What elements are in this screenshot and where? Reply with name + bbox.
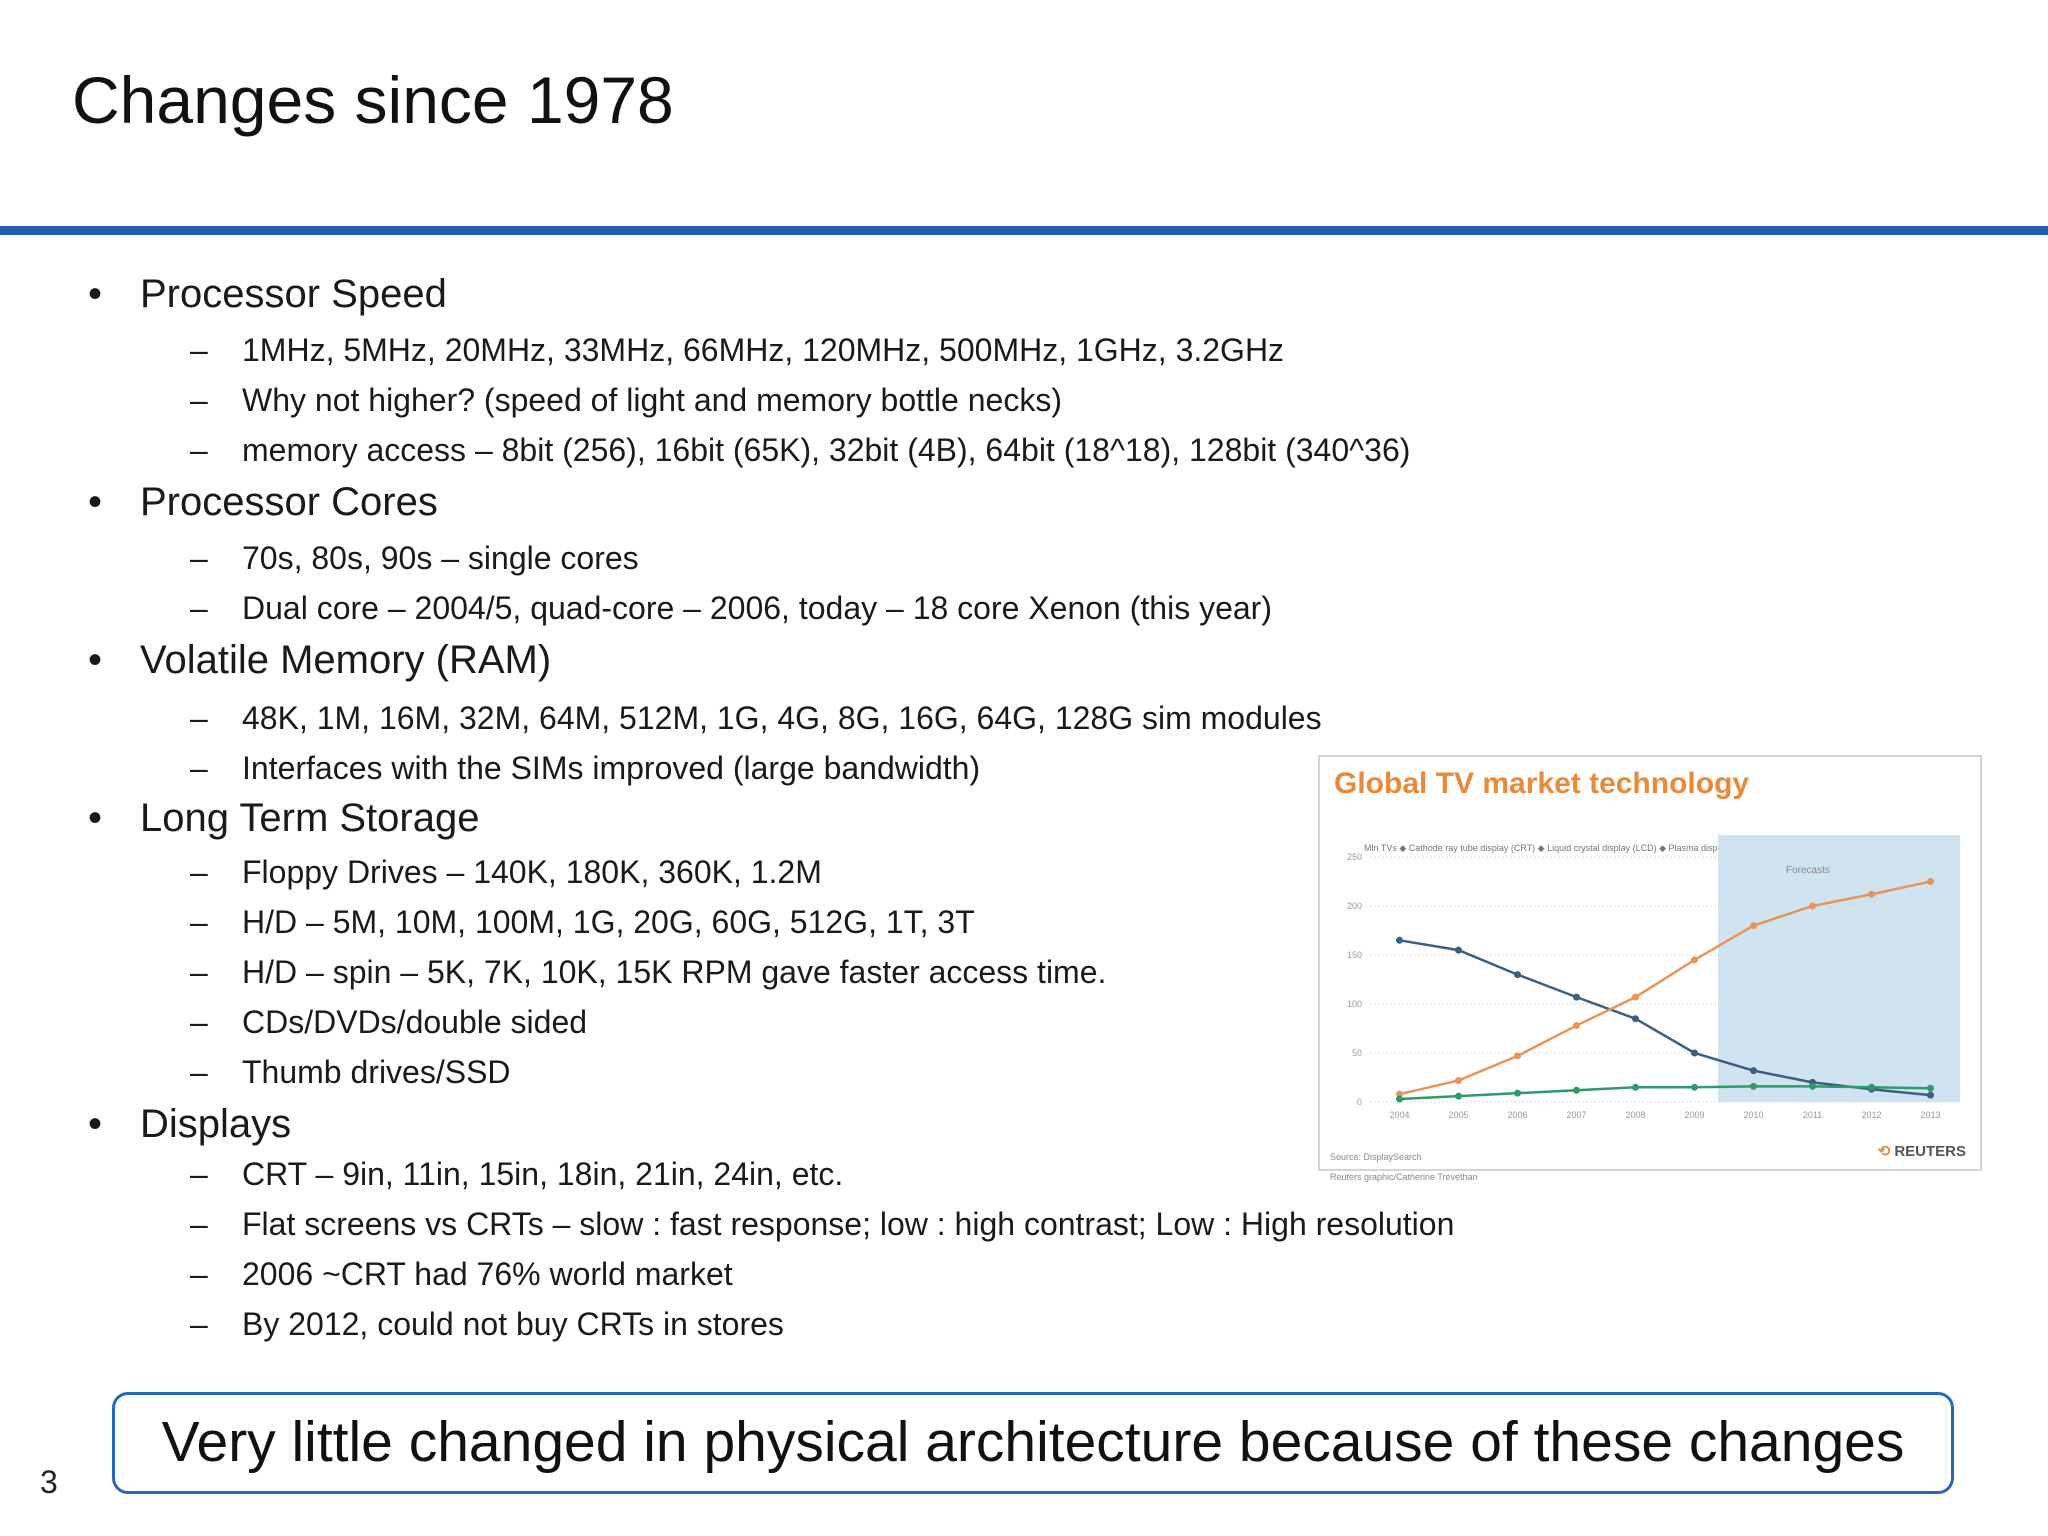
data-point: [1573, 993, 1580, 1001]
data-point: [1632, 1015, 1639, 1023]
tv-market-chart: Global TV market technology Mln TVs ◆ Ca…: [1318, 755, 1982, 1171]
x-tick-label: 2008: [1625, 1110, 1645, 1120]
data-point: [1396, 1090, 1403, 1098]
title-divider: [0, 226, 2048, 235]
x-tick-label: 2009: [1684, 1110, 1704, 1120]
chart-plot: 0 50 100 150 200 250 2004 2005 2006 2007 2008 2009 2…: [1347, 835, 1960, 1120]
bullet-label: Displays: [140, 1102, 292, 1146]
chart-source: Source: DisplaySearch: [1330, 1152, 1422, 1162]
chart-title: Global TV market technology: [1334, 767, 1750, 800]
data-point: [1691, 1083, 1698, 1091]
data-point: [1691, 1049, 1698, 1057]
x-tick-label: 2005: [1448, 1110, 1468, 1120]
data-point: [1750, 922, 1757, 930]
bullet-dot: •: [88, 272, 103, 316]
data-point: [1927, 1084, 1934, 1092]
series-line-1: [1399, 880, 1931, 1096]
x-tick-label: 2013: [1920, 1110, 1940, 1120]
bullet-dot: •: [88, 638, 103, 682]
x-tick-label: 2011: [1803, 1110, 1822, 1120]
data-point: [1809, 902, 1816, 910]
data-point: [1455, 946, 1462, 954]
data-point: [1396, 1095, 1403, 1103]
y-tick-label: 150: [1347, 950, 1362, 960]
data-point: [1750, 1082, 1757, 1090]
reuters-logo: ⟲ REUTERS: [1877, 1143, 1966, 1160]
data-point: [1691, 956, 1698, 964]
page-number: 3: [40, 1464, 58, 1500]
slide-title: Changes since 1978: [72, 63, 674, 137]
data-point: [1514, 1089, 1521, 1097]
callout-box: Very little changed in physical architec…: [112, 1392, 1954, 1494]
x-tick-label: 2007: [1566, 1110, 1586, 1120]
data-point: [1868, 1083, 1875, 1091]
data-point: [1868, 890, 1875, 898]
chart-legend: Mln TVs ◆ Cathode ray tube display (CRT)…: [1364, 843, 1781, 853]
y-tick-label: 0: [1357, 1097, 1362, 1107]
x-tick-label: 2012: [1861, 1110, 1881, 1120]
data-point: [1396, 936, 1403, 944]
data-point: [1573, 1022, 1580, 1030]
data-point: [1455, 1076, 1462, 1084]
chart-credit: Reuters graphic/Catherine Trevethan: [1330, 1172, 1478, 1182]
data-point: [1632, 1083, 1639, 1091]
bullet-dot: •: [88, 796, 103, 840]
data-point: [1750, 1067, 1757, 1075]
data-point: [1927, 1091, 1934, 1099]
data-point: [1514, 971, 1521, 979]
x-tick-label: 2006: [1507, 1110, 1527, 1120]
data-point: [1809, 1082, 1816, 1090]
data-point: [1455, 1092, 1462, 1100]
series-line-2: [1399, 1085, 1931, 1101]
y-tick-label: 50: [1352, 1048, 1362, 1058]
forecast-region: [1718, 835, 1960, 1102]
y-tick-label: 250: [1347, 852, 1362, 862]
bullet-label: Processor Cores: [140, 480, 438, 524]
bullet-label: Volatile Memory (RAM): [140, 638, 552, 682]
data-point: [1573, 1086, 1580, 1094]
bullet-dot: •: [88, 1102, 103, 1146]
y-tick-label: 200: [1347, 901, 1362, 911]
data-point: [1927, 878, 1934, 885]
data-point: [1632, 993, 1639, 1001]
bullet-dot: •: [88, 480, 103, 524]
x-tick-label: 2004: [1389, 1110, 1409, 1120]
bullet-label: Long Term Storage: [140, 796, 480, 840]
bullet-label: Processor Speed: [140, 272, 447, 316]
y-tick-label: 100: [1347, 999, 1362, 1009]
x-tick-label: 2010: [1743, 1110, 1763, 1120]
data-point: [1514, 1052, 1521, 1060]
callout-text: Very little changed in physical architec…: [161, 1410, 1905, 1474]
chart-forecast-label: Forecasts: [1786, 865, 1830, 876]
